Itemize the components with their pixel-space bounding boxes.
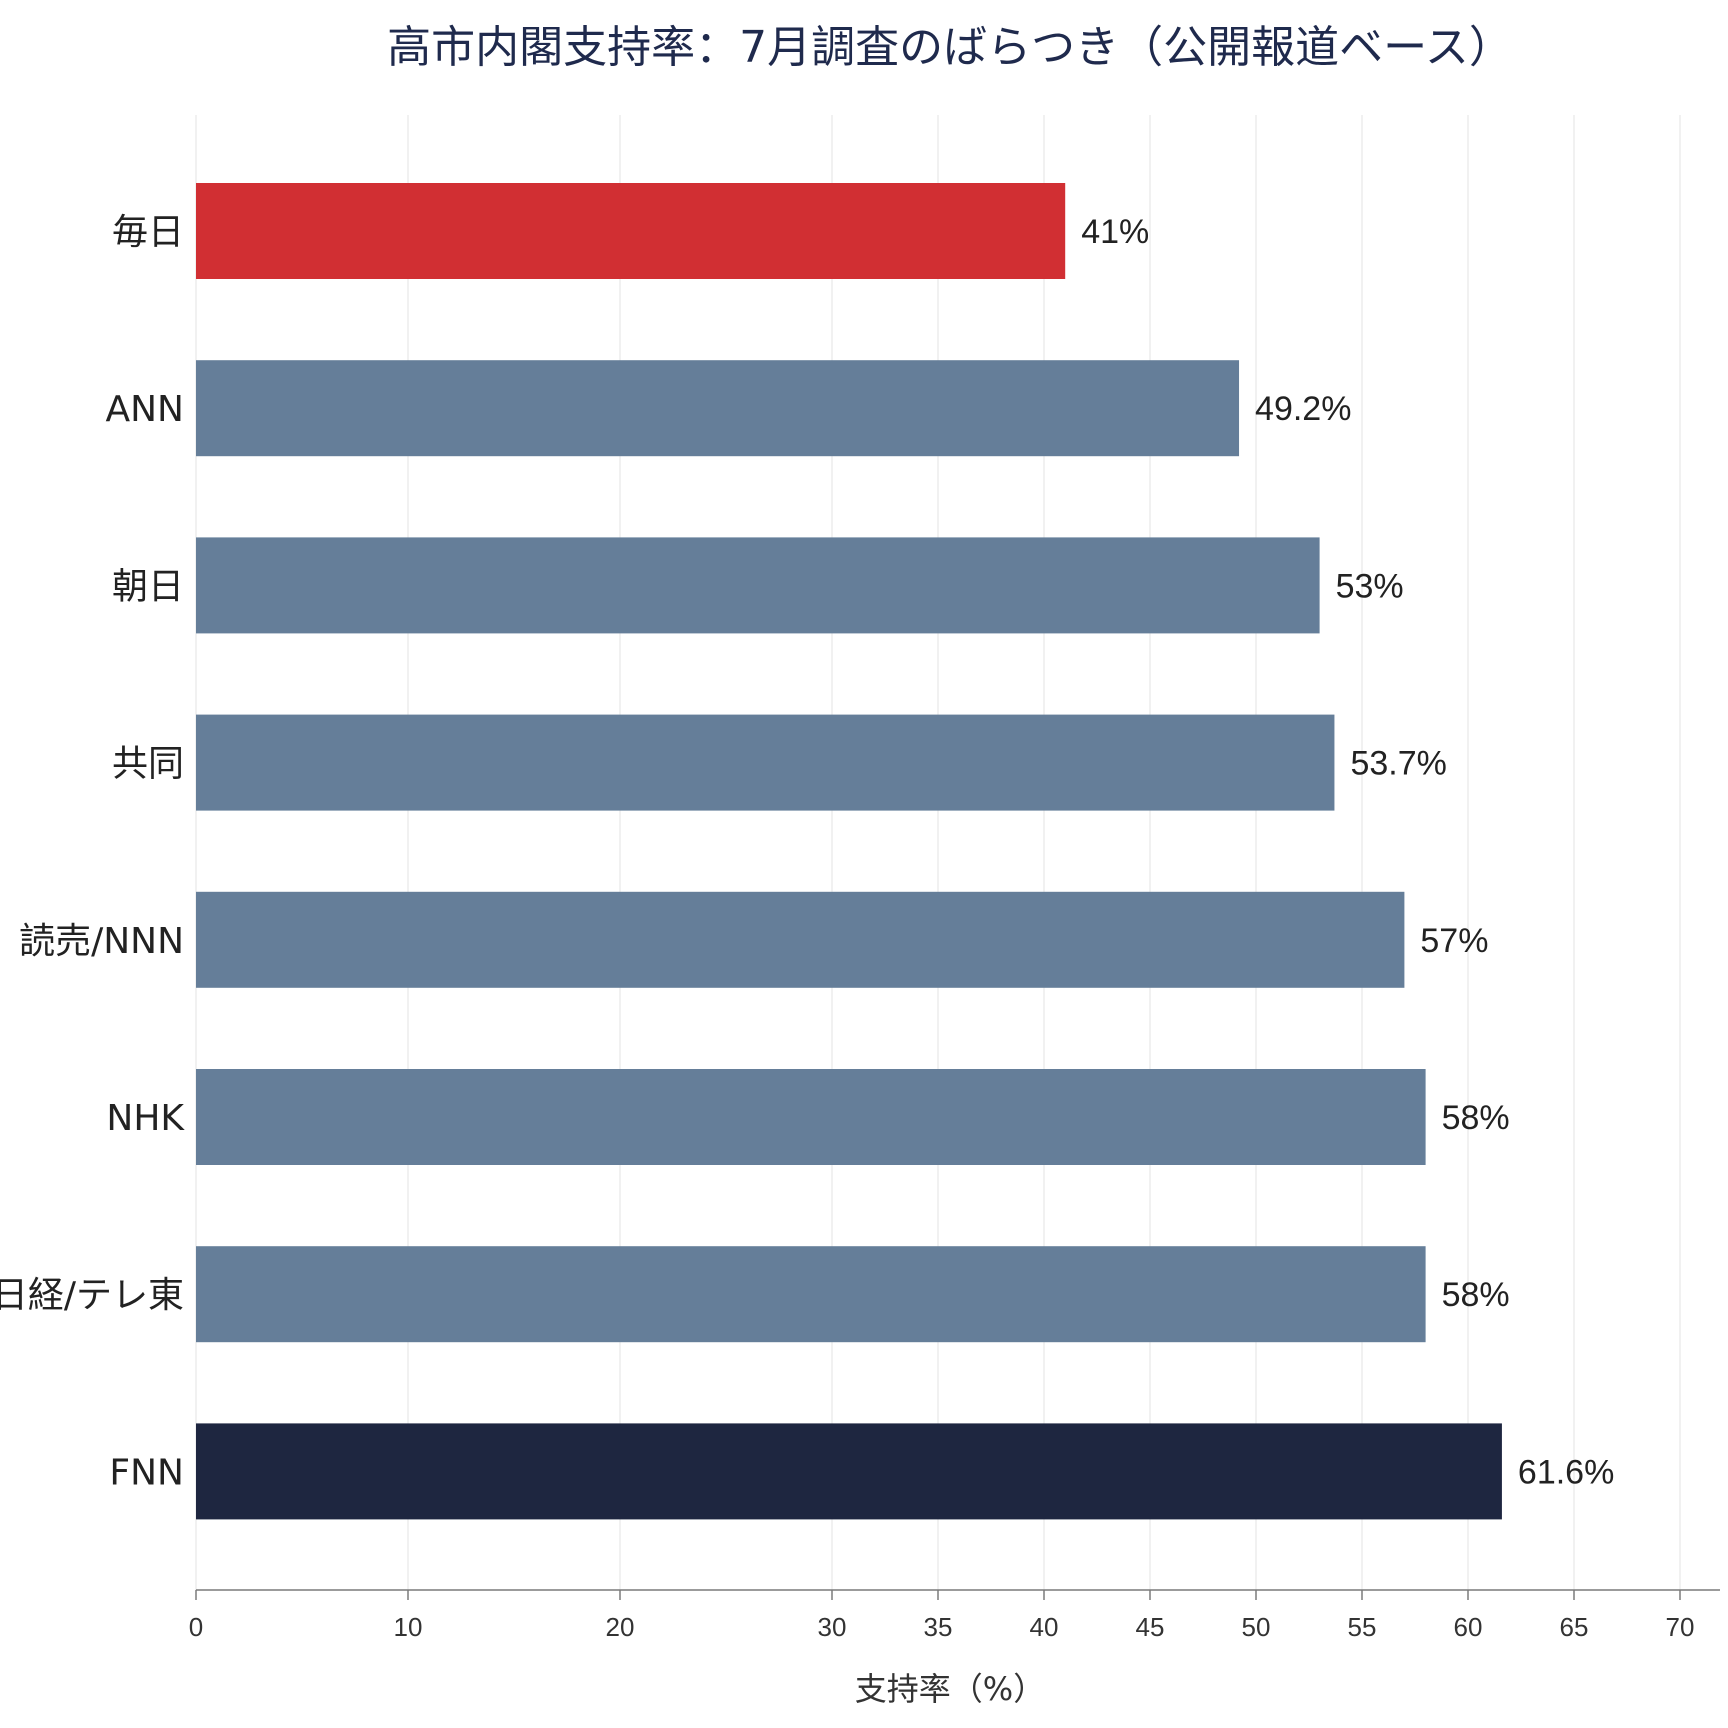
grid — [195, 115, 1681, 1590]
bar — [196, 1069, 1426, 1165]
x-tick-label: 35 — [924, 1612, 953, 1642]
category-label: 毎日 — [112, 212, 184, 253]
x-tick-label: 50 — [1242, 1612, 1271, 1642]
bar — [196, 1423, 1502, 1520]
x-tick-label: 40 — [1030, 1612, 1059, 1642]
x-tick-label: 10 — [394, 1612, 423, 1642]
category-label: ANN — [106, 389, 185, 430]
x-tick-label: 70 — [1666, 1612, 1695, 1642]
category-label: 日経/テレ東 — [0, 1275, 184, 1316]
bar — [196, 360, 1240, 457]
x-axis-ticks: 0 10 20 30 35 40 45 50 55 60 65 70 — [189, 1590, 1695, 1642]
bars — [196, 183, 1502, 1520]
x-tick-label: 60 — [1454, 1612, 1483, 1642]
value-label: 58% — [1442, 1099, 1510, 1137]
category-label: 共同 — [112, 744, 184, 785]
category-label: FNN — [109, 1452, 184, 1493]
bar — [196, 183, 1066, 279]
value-label: 53% — [1336, 567, 1404, 605]
value-label: 53.7% — [1350, 745, 1446, 783]
category-label: NHK — [106, 1098, 185, 1139]
x-tick-label: 45 — [1136, 1612, 1165, 1642]
bar — [196, 537, 1320, 634]
value-label: 57% — [1420, 922, 1488, 960]
x-tick-label: 20 — [606, 1612, 635, 1642]
bar — [196, 1246, 1426, 1343]
bar — [196, 891, 1405, 988]
bar — [196, 714, 1335, 811]
value-label: 49.2% — [1255, 390, 1351, 428]
x-axis-title: 支持率（%） — [855, 1670, 1045, 1708]
value-label: 61.6% — [1518, 1453, 1614, 1491]
chart-title: 高市内閣支持率：7月調査のばらつき（公開報道ベース） — [387, 22, 1513, 73]
value-labels: 41% 49.2% 53% 53.7% 57% 58% 58% 61.6% — [1081, 213, 1614, 1491]
x-tick-label: 30 — [818, 1612, 847, 1642]
x-tick-label: 0 — [189, 1612, 203, 1642]
x-tick-label: 65 — [1560, 1612, 1589, 1642]
category-label: 読売/NNN — [19, 921, 184, 962]
x-tick-label: 55 — [1348, 1612, 1377, 1642]
value-label: 58% — [1442, 1276, 1510, 1314]
value-label: 41% — [1081, 213, 1149, 251]
category-label: 朝日 — [112, 566, 184, 607]
